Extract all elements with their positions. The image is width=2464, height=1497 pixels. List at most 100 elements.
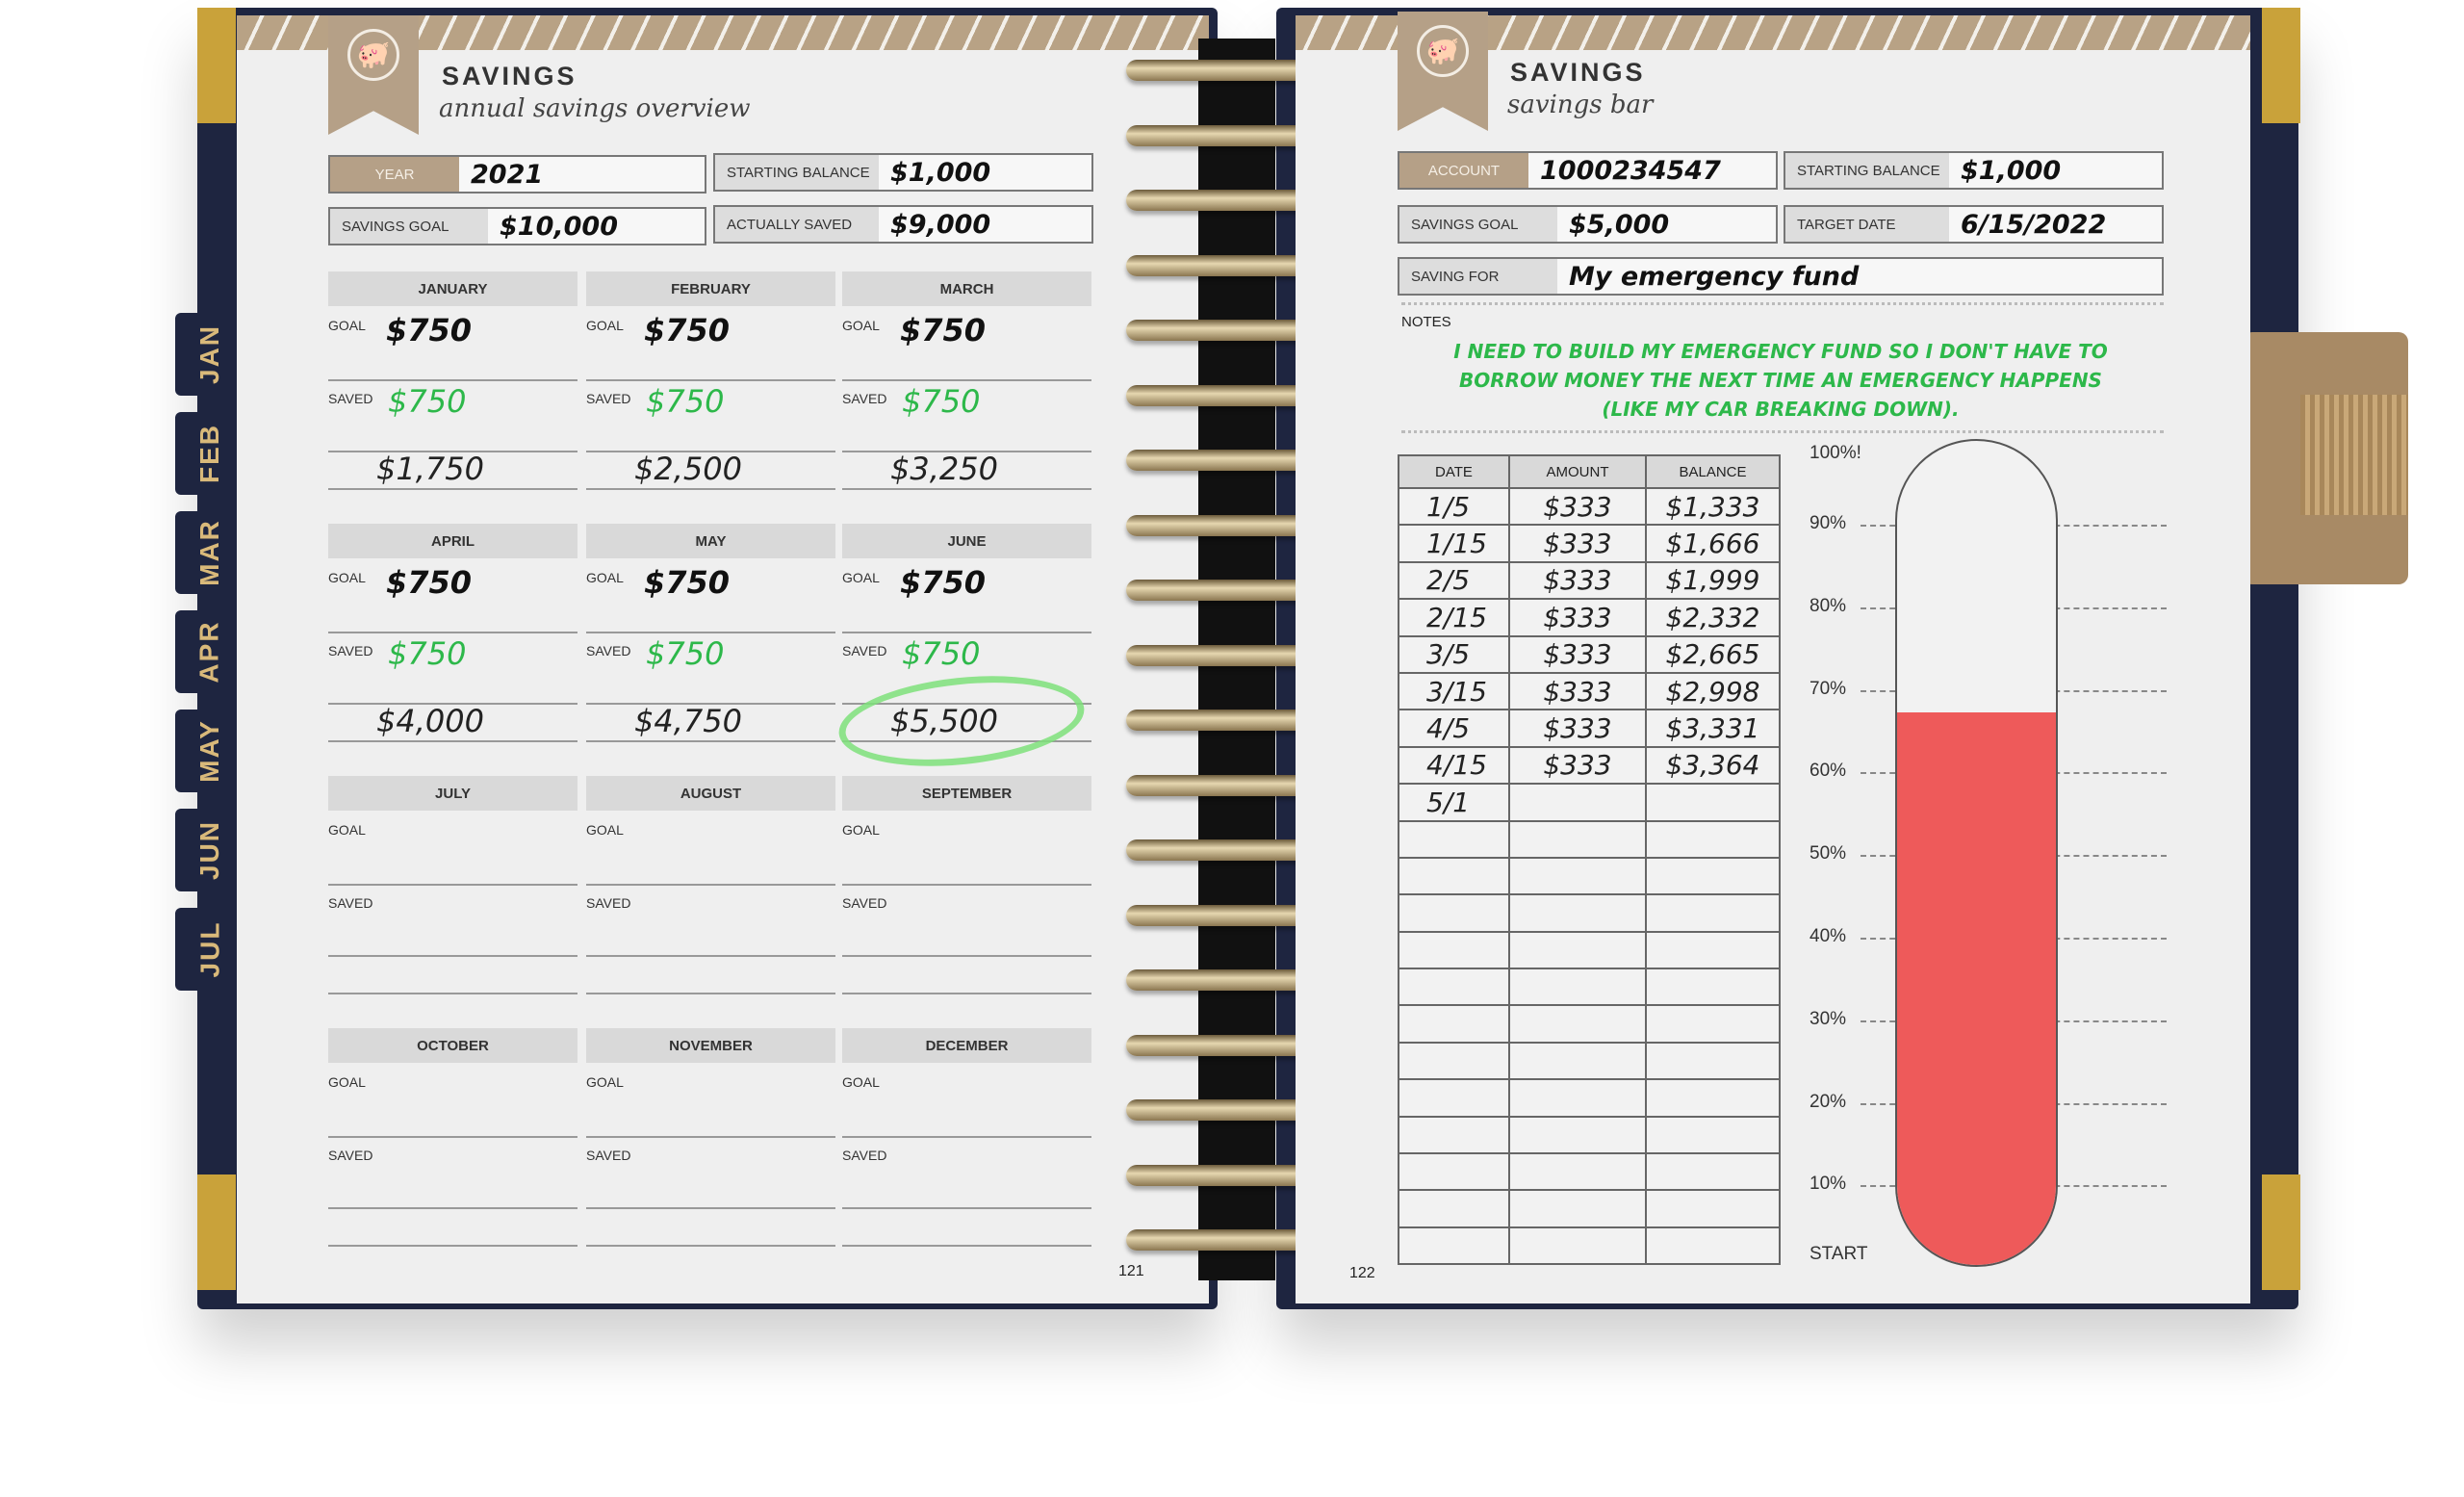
starting-balance-field[interactable]: STARTING BALANCE $1,000 [1784, 151, 2164, 190]
table-cell[interactable] [1645, 930, 1781, 970]
running-total[interactable]: $2,500 [634, 451, 742, 487]
elastic-band[interactable] [2300, 395, 2408, 515]
tab-jul[interactable]: JUL [175, 908, 244, 991]
savings-goal-field[interactable]: SAVINGS GOAL $5,000 [1398, 205, 1778, 244]
goal-value[interactable]: $750 [644, 564, 731, 601]
table-cell[interactable]: 4/5 [1398, 709, 1510, 748]
goal-value[interactable]: $750 [386, 564, 473, 601]
table-cell[interactable] [1398, 819, 1510, 859]
table-cell[interactable] [1645, 819, 1781, 859]
goal-value[interactable]: $750 [644, 312, 731, 348]
tab-apr[interactable]: APR [175, 610, 244, 693]
table-cell[interactable]: $2,332 [1645, 598, 1781, 637]
goal-value[interactable]: $750 [386, 312, 473, 348]
table-cell[interactable] [1508, 1115, 1647, 1155]
table-cell[interactable] [1398, 1152, 1510, 1192]
table-cell[interactable] [1645, 1004, 1781, 1044]
table-cell[interactable] [1398, 1078, 1510, 1118]
table-cell[interactable]: 4/15 [1398, 745, 1510, 786]
table-cell[interactable] [1645, 1189, 1781, 1228]
table-cell[interactable] [1508, 1189, 1647, 1228]
table-cell[interactable] [1398, 1226, 1510, 1266]
running-total[interactable]: $3,250 [890, 451, 998, 487]
table-cell[interactable] [1398, 1041, 1510, 1081]
table-cell[interactable] [1645, 856, 1781, 896]
table-cell[interactable] [1645, 783, 1781, 822]
year-field[interactable]: YEAR 2021 [328, 155, 706, 194]
saving-for-field[interactable]: SAVING FOR My emergency fund [1398, 257, 2164, 296]
table-cell[interactable] [1508, 1041, 1647, 1081]
tab-mar[interactable]: MAR [175, 511, 244, 594]
table-cell[interactable]: 1/5 [1398, 486, 1510, 527]
table-cell[interactable] [1508, 856, 1647, 896]
goal-value[interactable]: $750 [900, 312, 987, 348]
table-cell[interactable] [1398, 1004, 1510, 1044]
table-cell[interactable] [1508, 893, 1647, 933]
table-cell[interactable] [1508, 930, 1647, 970]
table-cell[interactable] [1398, 968, 1510, 1007]
table-cell[interactable]: $1,999 [1645, 560, 1781, 601]
table-cell[interactable]: 5/1 [1398, 783, 1510, 822]
table-cell[interactable]: $333 [1508, 671, 1647, 711]
table-cell[interactable]: $333 [1508, 524, 1647, 563]
saved-value[interactable]: $750 [902, 635, 981, 672]
table-cell[interactable] [1645, 968, 1781, 1007]
table-cell[interactable] [1645, 1041, 1781, 1081]
running-total[interactable]: $4,750 [634, 703, 742, 739]
table-cell[interactable]: $333 [1508, 486, 1647, 527]
table-cell[interactable]: $2,998 [1645, 671, 1781, 711]
table-cell[interactable]: $3,364 [1645, 745, 1781, 786]
table-cell[interactable]: $333 [1508, 598, 1647, 637]
table-cell[interactable] [1645, 1115, 1781, 1155]
table-cell[interactable] [1398, 893, 1510, 933]
tab-jun[interactable]: JUN [175, 809, 244, 891]
table-cell[interactable]: 2/5 [1398, 560, 1510, 601]
table-cell[interactable]: $3,331 [1645, 709, 1781, 748]
table-cell[interactable] [1508, 1226, 1647, 1266]
table-cell[interactable] [1398, 1189, 1510, 1228]
table-cell[interactable] [1398, 930, 1510, 970]
tab-feb[interactable]: FEB [175, 412, 244, 495]
table-cell[interactable] [1508, 819, 1647, 859]
table-cell[interactable]: $333 [1508, 560, 1647, 601]
saved-value[interactable]: $750 [646, 383, 725, 420]
table-cell[interactable] [1508, 1152, 1647, 1192]
tab-jan[interactable]: JAN [175, 313, 244, 396]
saved-value[interactable]: $750 [388, 383, 467, 420]
goal-value[interactable]: $750 [900, 564, 987, 601]
saved-value[interactable]: $750 [646, 635, 725, 672]
table-cell[interactable]: $2,665 [1645, 634, 1781, 674]
table-cell[interactable] [1508, 1078, 1647, 1118]
table-cell[interactable]: $1,333 [1645, 486, 1781, 527]
notes-text[interactable]: I NEED TO BUILD MY EMERGENCY FUND SO I D… [1398, 337, 2164, 424]
table-cell[interactable]: $333 [1508, 709, 1647, 748]
starting-balance-field[interactable]: STARTING BALANCE $1,000 [713, 153, 1093, 192]
table-cell[interactable] [1645, 893, 1781, 933]
table-cell[interactable] [1508, 1004, 1647, 1044]
table-cell[interactable]: $1,666 [1645, 524, 1781, 563]
account-field[interactable]: ACCOUNT 1000234547 [1398, 151, 1778, 190]
table-cell[interactable] [1645, 1152, 1781, 1192]
table-cell[interactable] [1398, 856, 1510, 896]
table-cell[interactable]: 3/5 [1398, 634, 1510, 674]
table-cell[interactable] [1645, 1078, 1781, 1118]
saved-value[interactable]: $750 [902, 383, 981, 420]
table-row: 2/5 $333 $1,999 [1398, 560, 1781, 601]
table-cell[interactable] [1398, 1115, 1510, 1155]
savings-goal-field[interactable]: SAVINGS GOAL $10,000 [328, 207, 706, 245]
table-cell[interactable]: $333 [1508, 745, 1647, 786]
saved-value[interactable]: $750 [388, 635, 467, 672]
running-total[interactable]: $4,000 [376, 703, 484, 739]
running-total[interactable]: $5,500 [890, 703, 998, 739]
table-cell[interactable] [1645, 1226, 1781, 1266]
table-cell[interactable] [1508, 968, 1647, 1007]
table-cell[interactable] [1508, 783, 1647, 822]
table-cell[interactable]: 2/15 [1398, 598, 1510, 637]
table-cell[interactable]: $333 [1508, 634, 1647, 674]
target-date-field[interactable]: TARGET DATE 6/15/2022 [1784, 205, 2164, 244]
table-cell[interactable]: 1/15 [1398, 524, 1510, 563]
actually-saved-field[interactable]: ACTUALLY SAVED $9,000 [713, 205, 1093, 244]
table-cell[interactable]: 3/15 [1398, 671, 1510, 711]
running-total[interactable]: $1,750 [376, 451, 484, 487]
tab-may[interactable]: MAY [175, 710, 244, 792]
